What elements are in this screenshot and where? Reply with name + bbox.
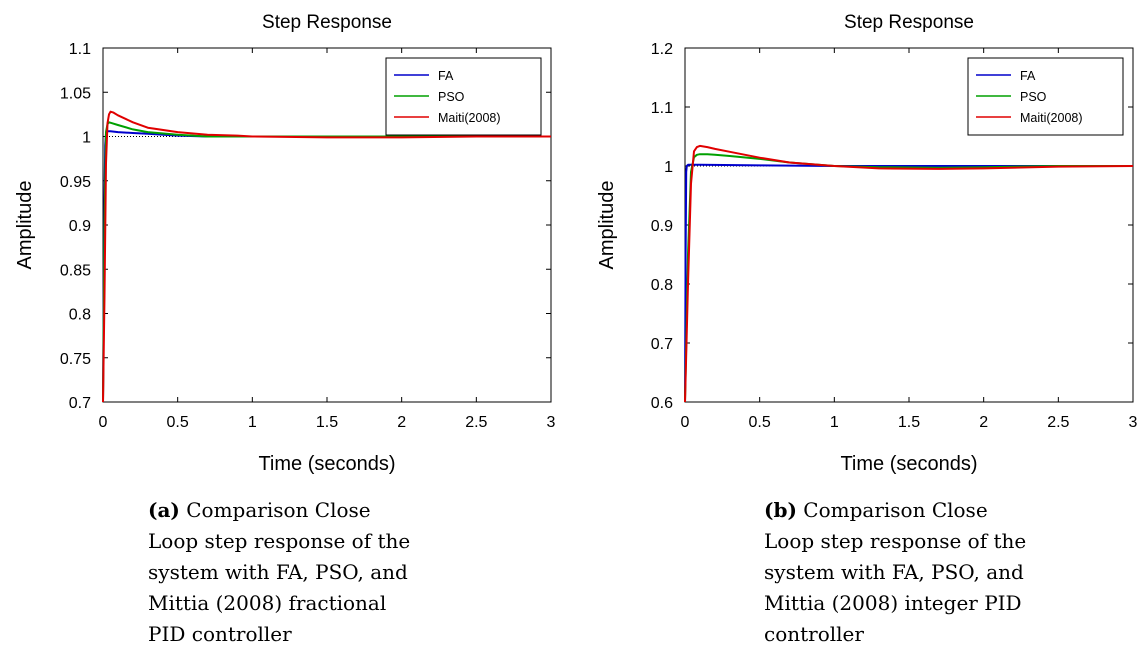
chart-a-legend-label-0: FA <box>438 69 454 83</box>
chart-b-xtick-label: 2.5 <box>1047 414 1069 431</box>
caption-a-label: (a) <box>148 498 180 522</box>
chart-a-xtick-label: 0 <box>99 414 108 431</box>
chart-b-legend-label-2: Maiti(2008) <box>1020 111 1083 125</box>
chart-b-title: Step Response <box>844 12 974 33</box>
chart-b-xtick-label: 1 <box>830 414 839 431</box>
chart-b-xtick-label: 0 <box>681 414 690 431</box>
chart-b-xlabel: Time (seconds) <box>840 453 977 475</box>
chart-b-ytick-label: 1 <box>664 159 673 176</box>
chart-a-xtick-label: 1.5 <box>316 414 338 431</box>
chart-b-ytick-label: 1.2 <box>651 41 673 58</box>
chart-a-xtick-label: 3 <box>547 414 556 431</box>
chart-a-ylabel: Amplitude <box>14 181 36 270</box>
caption-b-text: Comparison Close Loop step response of t… <box>764 498 1027 646</box>
chart-b-ytick-label: 0.9 <box>651 218 673 235</box>
chart-a-legend-label-2: Maiti(2008) <box>438 111 501 125</box>
chart-b-ytick-label: 0.8 <box>651 277 673 294</box>
chart-a-xtick-label: 0.5 <box>167 414 189 431</box>
chart-b-series-2-line <box>684 144 1134 403</box>
chart-a-xlabel: Time (seconds) <box>258 453 395 475</box>
chart-b-xtick-label: 2 <box>979 414 988 431</box>
chart-a-xtick-label: 2 <box>397 414 406 431</box>
chart-a-xtick-label: 1 <box>248 414 257 431</box>
chart-a-ytick-label: 1.05 <box>60 85 91 102</box>
chart-a-ytick-label: 0.8 <box>69 307 91 324</box>
chart-b-legend-label-1: PSO <box>1020 90 1047 104</box>
chart-a-title: Step Response <box>262 12 392 33</box>
chart-a-ytick-label: 0.95 <box>60 174 91 191</box>
chart-a-ytick-label: 0.7 <box>69 395 91 412</box>
chart-b-xtick-label: 3 <box>1129 414 1138 431</box>
caption-a-text: Comparison Close Loop step response of t… <box>148 498 411 646</box>
chart-a-series-2-line <box>102 110 551 403</box>
chart-a-ytick-label: 0.85 <box>60 262 91 279</box>
chart-b-ylabel: Amplitude <box>596 181 618 270</box>
caption-a: (a) Comparison Close Loop step response … <box>148 495 410 650</box>
chart-a-ytick-label: 0.75 <box>60 351 91 368</box>
chart-a-ytick-label: 1 <box>82 130 91 147</box>
chart-a-ytick-label: 1.1 <box>69 41 91 58</box>
chart-b-ytick-label: 1.1 <box>651 100 673 117</box>
chart-a-legend-label-1: PSO <box>438 90 465 104</box>
chart-a-xtick-label: 2.5 <box>465 414 487 431</box>
chart-b-legend-label-0: FA <box>1020 69 1036 83</box>
chart-a-ytick-label: 0.9 <box>69 218 91 235</box>
caption-b-label: (b) <box>764 498 797 522</box>
chart-b-ytick-label: 0.6 <box>651 395 673 412</box>
chart-b-xtick-label: 0.5 <box>749 414 771 431</box>
chart-b-xtick-label: 1.5 <box>898 414 920 431</box>
chart-b-ytick-label: 0.7 <box>651 336 673 353</box>
caption-b: (b) Comparison Close Loop step response … <box>764 495 1026 650</box>
